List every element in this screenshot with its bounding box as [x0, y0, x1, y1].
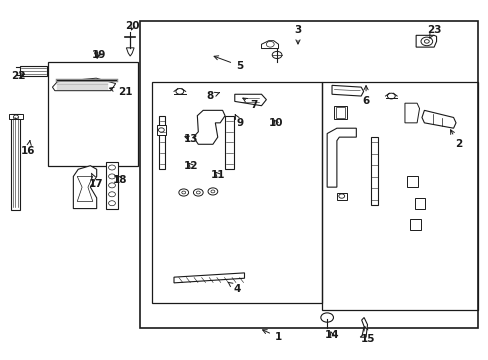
- Bar: [322, 82, 477, 310]
- Polygon shape: [404, 103, 419, 123]
- Polygon shape: [261, 41, 278, 49]
- Circle shape: [14, 115, 19, 118]
- Text: 5: 5: [214, 56, 243, 71]
- Circle shape: [182, 191, 185, 194]
- Polygon shape: [159, 116, 165, 169]
- Text: 21: 21: [109, 87, 132, 98]
- Circle shape: [386, 93, 394, 99]
- Text: 7: 7: [243, 98, 257, 110]
- Polygon shape: [126, 48, 134, 56]
- Bar: [47, 62, 137, 166]
- Circle shape: [108, 174, 115, 179]
- Polygon shape: [73, 166, 97, 208]
- Polygon shape: [52, 78, 116, 91]
- Bar: [20, 66, 46, 76]
- Circle shape: [176, 89, 183, 94]
- Polygon shape: [414, 198, 425, 208]
- Text: 16: 16: [21, 141, 35, 157]
- Text: 20: 20: [125, 21, 140, 31]
- Polygon shape: [174, 273, 244, 283]
- Text: 22: 22: [11, 71, 25, 81]
- Text: 2: 2: [449, 130, 461, 149]
- Text: 17: 17: [89, 173, 103, 189]
- Text: 14: 14: [324, 330, 339, 341]
- Text: 6: 6: [362, 86, 369, 107]
- Polygon shape: [224, 116, 233, 169]
- Circle shape: [196, 191, 200, 194]
- Text: 8: 8: [206, 91, 219, 101]
- Circle shape: [179, 189, 188, 196]
- Polygon shape: [421, 111, 455, 128]
- Polygon shape: [407, 176, 417, 187]
- Circle shape: [210, 190, 214, 193]
- Text: 11: 11: [210, 170, 224, 180]
- Text: 15: 15: [361, 327, 375, 344]
- Text: 12: 12: [183, 161, 198, 171]
- Text: 19: 19: [91, 50, 105, 60]
- Circle shape: [320, 313, 333, 322]
- Polygon shape: [11, 114, 20, 210]
- Polygon shape: [9, 114, 23, 119]
- Polygon shape: [326, 128, 356, 187]
- Polygon shape: [193, 111, 224, 144]
- Circle shape: [207, 188, 217, 195]
- Text: 10: 10: [268, 118, 283, 128]
- Polygon shape: [370, 137, 377, 205]
- Circle shape: [108, 165, 115, 170]
- Polygon shape: [334, 106, 346, 119]
- Bar: [152, 82, 322, 303]
- Circle shape: [108, 183, 115, 188]
- Circle shape: [193, 189, 203, 196]
- Circle shape: [158, 128, 164, 132]
- Polygon shape: [360, 318, 367, 337]
- Text: 23: 23: [426, 25, 441, 38]
- Polygon shape: [234, 94, 266, 106]
- Circle shape: [338, 194, 344, 198]
- Circle shape: [266, 41, 274, 47]
- Text: 18: 18: [113, 175, 127, 185]
- Text: 4: 4: [228, 282, 241, 294]
- Bar: [140, 21, 477, 328]
- Circle shape: [108, 192, 115, 197]
- Circle shape: [108, 201, 115, 206]
- Text: 13: 13: [183, 134, 198, 144]
- Circle shape: [420, 37, 432, 46]
- Polygon shape: [336, 193, 346, 200]
- Circle shape: [424, 40, 428, 43]
- Polygon shape: [331, 85, 363, 96]
- Text: 1: 1: [262, 330, 282, 342]
- Text: 9: 9: [235, 115, 243, 128]
- Polygon shape: [415, 35, 436, 47]
- Polygon shape: [409, 219, 420, 230]
- Text: 3: 3: [294, 25, 301, 44]
- Circle shape: [272, 51, 282, 59]
- Polygon shape: [106, 162, 118, 208]
- Polygon shape: [157, 125, 165, 135]
